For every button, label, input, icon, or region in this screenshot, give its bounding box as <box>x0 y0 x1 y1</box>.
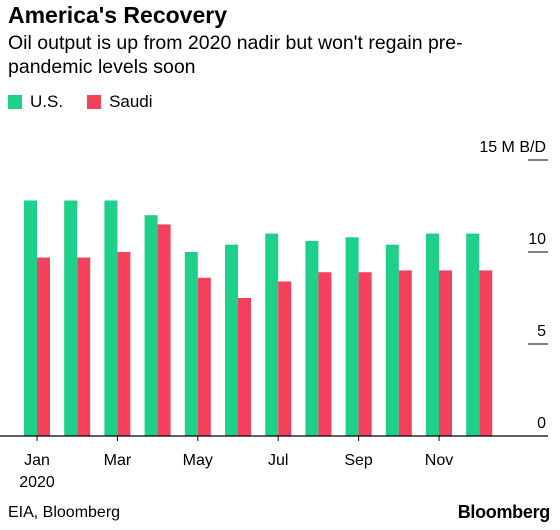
bar-us <box>345 237 359 436</box>
bar-saudi <box>318 272 332 436</box>
legend-swatch-saudi <box>87 95 102 109</box>
bar-saudi <box>398 270 412 436</box>
x-tick-label: Mar <box>104 452 132 469</box>
bar-saudi <box>479 270 493 436</box>
bar-saudi <box>117 252 131 436</box>
bar-us <box>305 240 319 436</box>
bar-saudi <box>197 277 211 436</box>
bar-us <box>144 215 158 436</box>
bar-chart: 15 M B/D 10 5 0 Jan 2020 Mar May Jul Sep Nov <box>0 139 548 491</box>
bar-us <box>265 233 279 436</box>
chart-title: America's Recovery <box>8 2 227 28</box>
bar-us <box>426 233 439 436</box>
bar-us <box>466 233 480 436</box>
y-tick-label: 0 <box>537 415 546 432</box>
x-tick-label: Jan <box>24 452 50 469</box>
legend-label-us: U.S. <box>30 92 64 111</box>
bar-us <box>225 244 238 436</box>
bar-saudi <box>358 272 372 436</box>
bar-saudi <box>77 257 91 436</box>
legend-item-us: U.S. <box>8 92 63 112</box>
legend-label-saudi: Saudi <box>109 92 153 111</box>
y-tick-label: 10 <box>528 231 546 248</box>
x-tick-sublabel: 2020 <box>19 474 55 491</box>
bloomberg-logo: Bloomberg <box>457 502 551 522</box>
bar-us <box>64 200 78 436</box>
legend-item-saudi: Saudi <box>87 92 153 112</box>
bar-saudi <box>439 270 452 436</box>
y-tick-label: 5 <box>537 323 546 340</box>
bar-saudi <box>278 281 292 436</box>
bar-us <box>184 252 198 436</box>
x-tick-label: Jul <box>268 452 288 469</box>
bar-us <box>104 200 118 436</box>
x-tick-label: May <box>183 452 213 469</box>
legend-swatch-us <box>8 95 22 109</box>
bar-us <box>385 244 399 436</box>
x-tick-label: Sep <box>344 452 373 469</box>
bar-saudi <box>157 224 171 436</box>
source-note: EIA, Bloomberg <box>8 504 121 521</box>
legend: U.S. Saudi <box>8 92 177 112</box>
bar-saudi <box>238 298 251 436</box>
bar-saudi <box>37 257 50 436</box>
x-tick-label: Nov <box>425 452 453 469</box>
y-tick-label: 15 M B/D <box>479 139 546 156</box>
chart-subtitle: Oil output is up from 2020 nadir but won… <box>8 32 463 78</box>
bar-us <box>24 200 37 436</box>
